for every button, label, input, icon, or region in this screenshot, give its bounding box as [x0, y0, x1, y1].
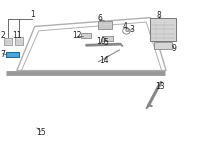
Text: 14: 14	[100, 56, 109, 65]
Text: 15: 15	[36, 128, 46, 137]
Text: 4: 4	[123, 22, 128, 31]
Text: 8: 8	[157, 11, 162, 20]
Bar	[4, 38, 12, 45]
Text: 9: 9	[172, 44, 177, 53]
Bar	[150, 18, 176, 41]
Bar	[6, 52, 19, 57]
Bar	[102, 36, 113, 41]
Bar	[15, 37, 23, 45]
Bar	[98, 21, 112, 29]
Text: 2: 2	[1, 31, 5, 40]
Text: 10: 10	[97, 37, 106, 46]
Text: 13: 13	[155, 82, 165, 91]
Text: 3: 3	[130, 25, 135, 34]
Bar	[154, 42, 172, 49]
Text: 12: 12	[72, 31, 82, 40]
Text: 5: 5	[103, 38, 108, 47]
Ellipse shape	[126, 29, 129, 32]
Text: 1: 1	[30, 10, 35, 19]
Text: 11: 11	[12, 31, 22, 40]
Bar	[81, 33, 91, 38]
Text: 6: 6	[97, 14, 102, 23]
Text: 7: 7	[0, 50, 5, 59]
